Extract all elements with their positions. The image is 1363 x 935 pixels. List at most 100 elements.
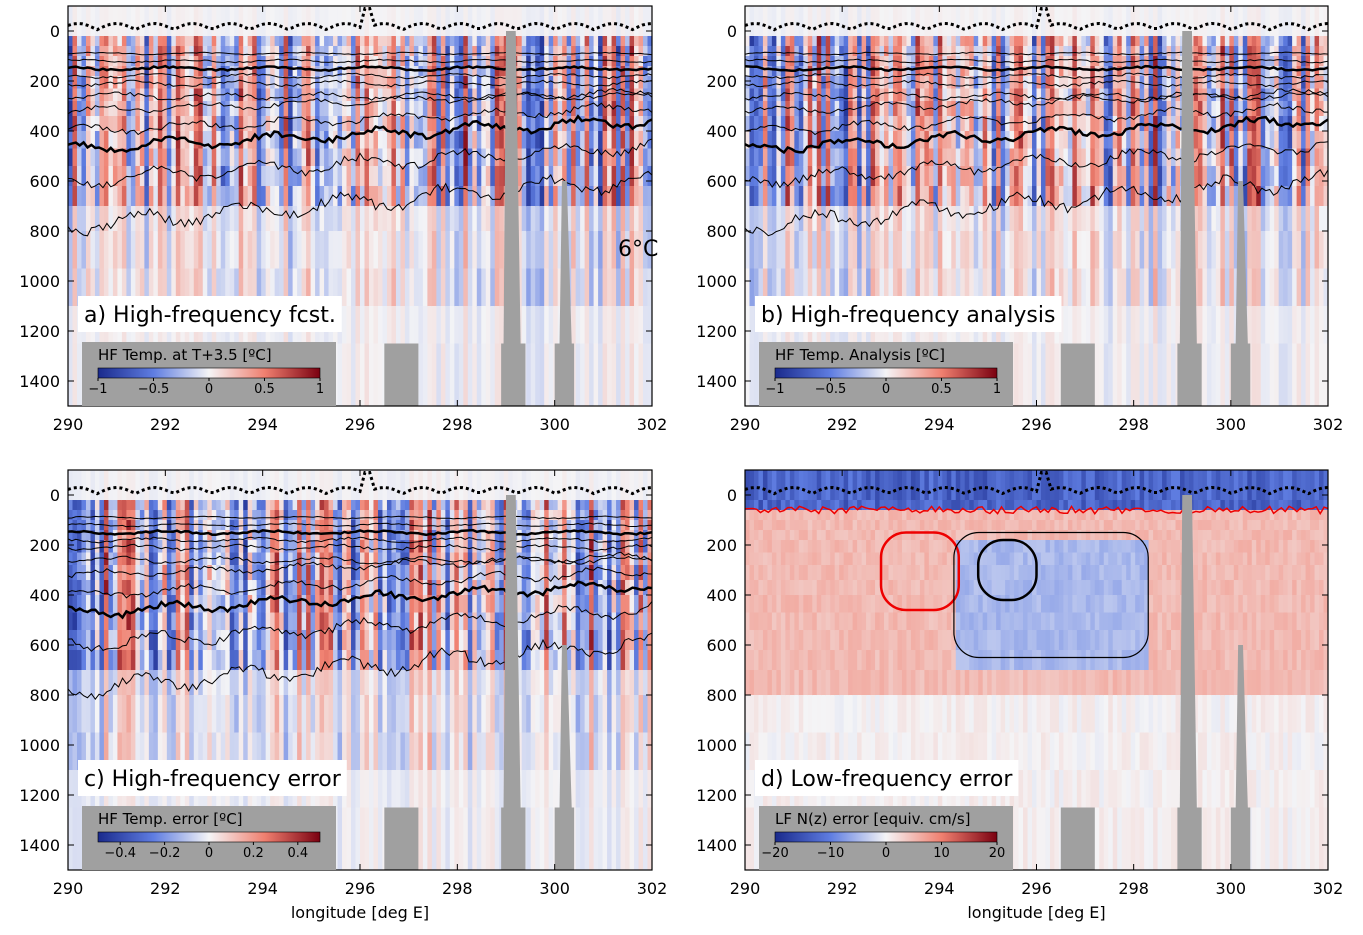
field-cell [463, 76, 468, 89]
field-cell [978, 76, 983, 89]
field-cell [1315, 166, 1320, 187]
field-cell [490, 116, 495, 132]
field-cell [1032, 149, 1037, 167]
field-cell [776, 36, 781, 47]
field-cell [472, 166, 477, 187]
field-cell [594, 131, 599, 149]
field-cell [463, 149, 468, 167]
field-cell [1247, 186, 1252, 207]
field-cell [1023, 231, 1028, 269]
field-cell [875, 46, 880, 57]
field-cell [135, 36, 140, 47]
field-cell [288, 149, 293, 167]
field-cell [1319, 231, 1324, 269]
field-cell [297, 101, 302, 117]
field-cell [140, 149, 145, 167]
field-cell [785, 89, 790, 102]
field-cell [772, 116, 777, 132]
field-cell [956, 6, 961, 37]
field-cell [347, 36, 352, 47]
field-cell [1252, 149, 1257, 167]
field-cell [1229, 76, 1234, 89]
field-cell [212, 149, 217, 167]
field-cell [821, 116, 826, 132]
field-cell [324, 101, 329, 117]
field-cell [1099, 101, 1104, 117]
field-cell [1301, 89, 1306, 102]
field-cell [585, 101, 590, 117]
field-cell [203, 66, 208, 77]
field-cell [72, 76, 77, 89]
field-cell [866, 206, 871, 232]
field-cell [495, 166, 500, 187]
field-cell [266, 56, 271, 67]
field-cell [924, 116, 929, 132]
x-tick-label: 294 [247, 415, 278, 434]
field-cell [342, 36, 347, 47]
field-cell [1158, 56, 1163, 67]
field-cell [522, 36, 527, 47]
field-cell [423, 36, 428, 47]
field-cell [585, 231, 590, 269]
field-cell [902, 46, 907, 57]
field-cell [445, 344, 450, 407]
field-cell [1247, 36, 1252, 47]
field-cell [436, 166, 441, 187]
field-cell [481, 56, 486, 67]
field-cell [311, 6, 316, 37]
field-cell [1086, 116, 1091, 132]
field-cell [108, 231, 113, 269]
field-cell [839, 89, 844, 102]
field-cell [1211, 231, 1216, 269]
field-cell [758, 6, 763, 37]
field-cell [279, 231, 284, 269]
field-cell [621, 166, 626, 187]
field-cell [1252, 116, 1257, 132]
field-cell [113, 46, 118, 57]
field-cell [1045, 56, 1050, 67]
field-cell [239, 76, 244, 89]
field-cell [414, 206, 419, 232]
field-cell [68, 650, 73, 671]
field-cell [594, 56, 599, 67]
field-cell [785, 206, 790, 232]
field-cell [378, 89, 383, 102]
field-cell [915, 206, 920, 232]
field-cell [540, 149, 545, 167]
field-cell [324, 46, 329, 57]
field-cell [1310, 76, 1315, 89]
field-cell [477, 306, 482, 344]
field-cell [576, 56, 581, 67]
field-cell [77, 650, 82, 671]
field-cell [808, 206, 813, 232]
field-cell [607, 231, 612, 269]
field-cell [612, 206, 617, 232]
field-cell [603, 131, 608, 149]
field-cell [639, 269, 644, 307]
field-cell [234, 6, 239, 37]
field-cell [99, 149, 104, 167]
field-cell [643, 36, 648, 47]
field-cell [459, 36, 464, 47]
field-cell [826, 186, 831, 207]
field-cell [978, 46, 983, 57]
field-cell [495, 231, 500, 269]
field-cell [767, 101, 772, 117]
field-cell [1176, 166, 1181, 187]
field-cell [1270, 306, 1275, 344]
field-cell [1113, 6, 1118, 37]
field-cell [835, 89, 840, 102]
field-cell [1077, 6, 1082, 37]
field-cell [284, 56, 289, 67]
field-cell [992, 6, 997, 37]
field-cell [486, 149, 491, 167]
field-cell [808, 36, 813, 47]
x-tick-label: 292 [150, 415, 181, 434]
field-cell [68, 565, 73, 581]
field-cell [198, 116, 203, 132]
field-cell [1220, 206, 1225, 232]
field-cell [72, 344, 77, 407]
field-cell [1283, 166, 1288, 187]
field-cell [571, 36, 576, 47]
field-cell [889, 231, 894, 269]
